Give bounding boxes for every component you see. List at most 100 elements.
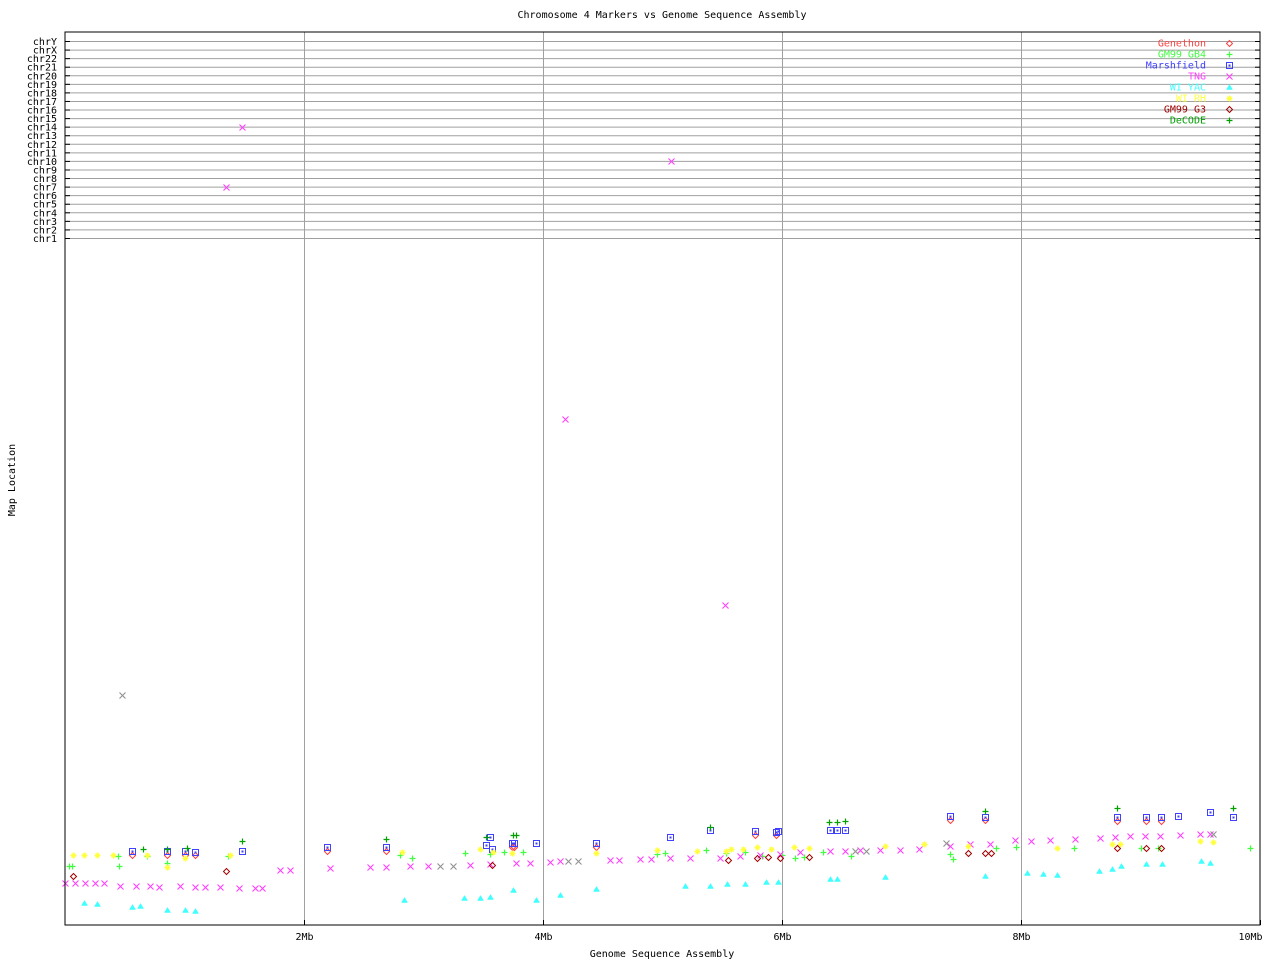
point-tng [687, 855, 694, 862]
point-marshfield [1207, 809, 1214, 816]
point-wi-yac [1118, 863, 1125, 869]
point-other [437, 863, 444, 870]
point-marshfield [982, 814, 989, 821]
point-tng [239, 124, 246, 131]
point-tng [616, 857, 623, 864]
point-gm99-g3 [805, 853, 814, 862]
point-tng [897, 847, 904, 854]
point-marshfield [834, 827, 841, 834]
y-tick-label: chr16 [27, 106, 57, 117]
point-gm99-g3 [222, 867, 231, 876]
point-wi-rh [694, 848, 701, 855]
point-tng [1072, 836, 1079, 843]
point-genethon [1113, 817, 1122, 826]
point-wi-yac [834, 876, 841, 882]
point-gm99-g3 [764, 853, 773, 862]
point-marshfield [593, 840, 600, 847]
legend-label-wi-rh: WI RH [1176, 94, 1206, 105]
y-tick-label: chr21 [27, 63, 57, 74]
y-tick-label: chr20 [27, 71, 57, 82]
legend-marker-gm99-g3 [1225, 105, 1234, 114]
point-marshfield [1143, 814, 1150, 821]
point-other [863, 848, 870, 855]
point-gm99-gb4 [115, 853, 122, 860]
point-gm99-gb4 [848, 853, 855, 860]
point-wi-rh [921, 841, 928, 848]
point-decode [834, 819, 841, 826]
point-gm99-g3 [1142, 844, 1151, 853]
point-tng [547, 859, 554, 866]
point-wi-rh [399, 849, 406, 856]
y-tick-label: chr13 [27, 131, 57, 142]
point-wi-yac [510, 887, 517, 893]
grid: chrYchrXchr22chr21chr20chr19chr18chr17ch… [27, 32, 1263, 943]
point-gm99-gb4 [520, 849, 527, 856]
point-other [852, 848, 859, 855]
point-tng [1112, 834, 1119, 841]
y-tick-label: chr4 [33, 208, 57, 219]
point-gm99-gb4 [947, 851, 954, 858]
y-tick-label: chr19 [27, 80, 57, 91]
point-wi-yac [401, 897, 408, 903]
point-wi-rh [509, 850, 516, 857]
point-wi-yac [827, 876, 834, 882]
point-genethon [508, 843, 517, 852]
point-marshfield [827, 827, 834, 834]
point-tng [877, 847, 884, 854]
point-wi-yac [707, 883, 714, 889]
point-tng [425, 863, 432, 870]
point-tng [287, 867, 294, 874]
point-genethon [592, 843, 601, 852]
point-wi-rh [227, 852, 234, 859]
x-tick-label: 4Mb [534, 932, 552, 943]
point-wi-rh [654, 847, 661, 854]
point-wi-rh [1054, 845, 1061, 852]
point-genethon [981, 816, 990, 825]
point-tng [223, 184, 230, 191]
series-gm99-g3 [69, 844, 1166, 881]
series-other [119, 692, 1217, 870]
point-marshfield [483, 842, 490, 849]
y-tick-label: chr6 [33, 191, 57, 202]
point-decode [1230, 805, 1237, 812]
y-axis-label: Map Location [7, 444, 18, 516]
point-wi-yac [1159, 861, 1166, 867]
point-tng [637, 856, 644, 863]
point-tng [947, 843, 954, 850]
point-gm99-g3 [1113, 844, 1122, 853]
point-marshfield [1158, 814, 1165, 821]
point-tng [367, 864, 374, 871]
point-wi-rh [806, 845, 813, 852]
point-tng [668, 158, 675, 165]
x-tick-label: 8Mb [1012, 932, 1030, 943]
y-tick-label: chrX [33, 46, 57, 57]
plot-frame [64, 31, 1261, 926]
point-marshfield [533, 840, 540, 847]
point-gm99-g3 [776, 854, 785, 863]
point-wi-rh [728, 846, 735, 853]
point-marshfield [842, 827, 849, 834]
point-gm99-gb4 [950, 856, 957, 863]
point-wi-yac [982, 873, 989, 879]
point-marshfield [192, 849, 199, 856]
point-gm99-g3 [981, 849, 990, 858]
point-gm99-gb4 [1071, 845, 1078, 852]
point-marshfield [752, 828, 759, 835]
point-wi-rh [94, 852, 101, 859]
point-wi-rh [882, 843, 889, 850]
point-wi-yac [94, 901, 101, 907]
y-tick-label: chr14 [27, 123, 57, 134]
point-decode [483, 834, 490, 841]
point-decode [707, 824, 714, 831]
legend-label-tng: TNG [1188, 72, 1206, 83]
point-wi-yac [1143, 861, 1150, 867]
legend-marker-marshfield [1226, 62, 1233, 69]
point-tng [827, 848, 834, 855]
point-wi-rh [768, 846, 775, 853]
point-tng [1047, 837, 1054, 844]
data-marks [62, 124, 1254, 914]
point-genethon [946, 816, 955, 825]
point-gm99-g3 [987, 849, 996, 858]
point-tng [383, 864, 390, 871]
legend-label-marshfield: Marshfield [1146, 61, 1206, 72]
